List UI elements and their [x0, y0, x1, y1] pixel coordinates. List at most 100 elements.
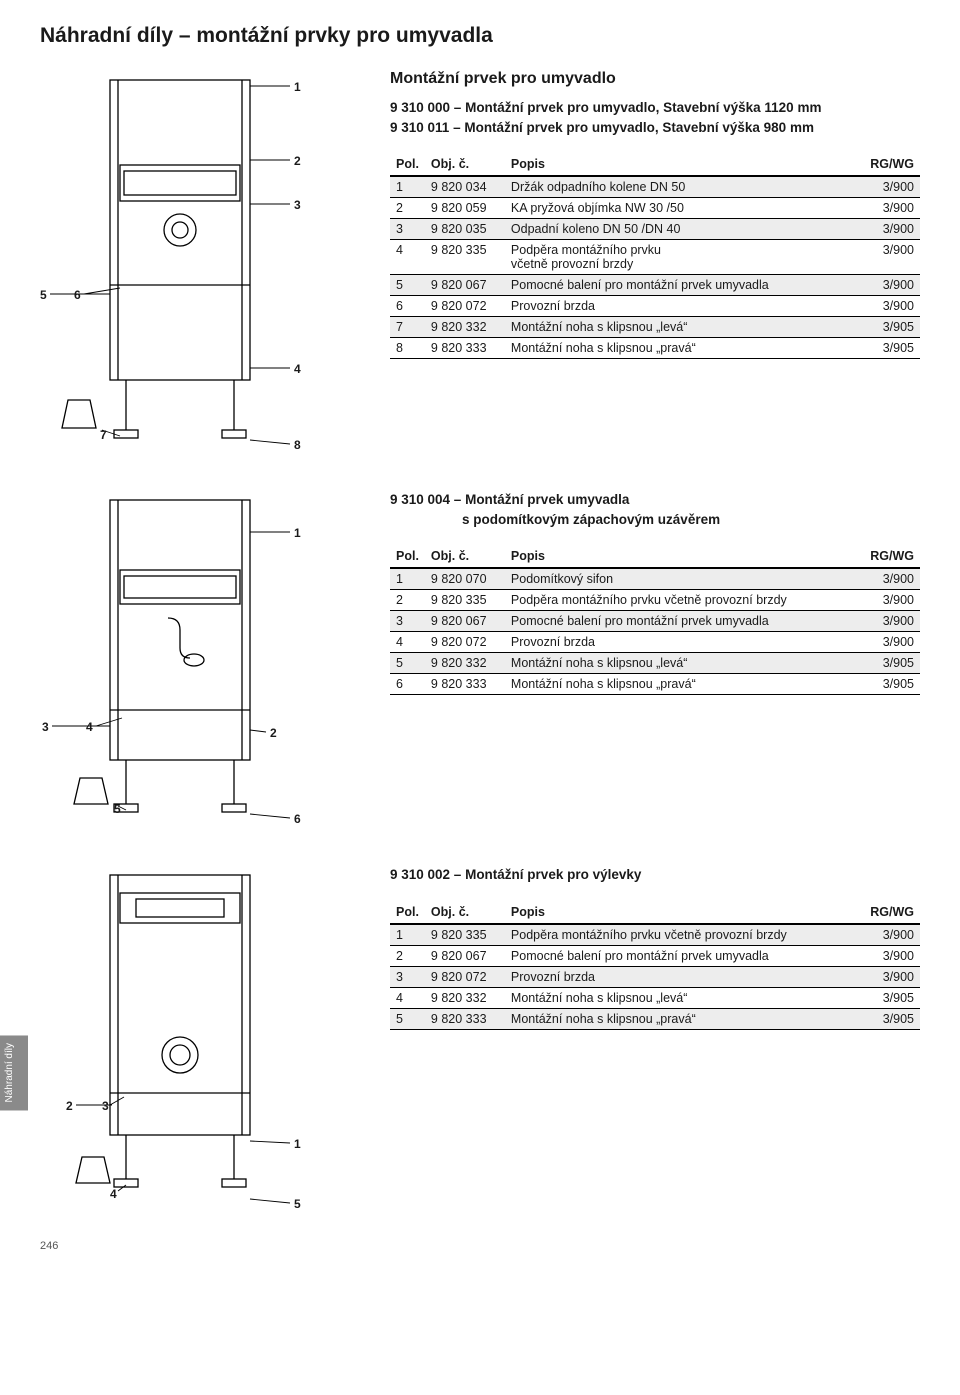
th-rg: RG/WG — [860, 545, 920, 568]
cell-obj: 9 820 067 — [425, 945, 505, 966]
table-row: 29 820 067Pomocné balení pro montážní pr… — [390, 945, 920, 966]
table-1: Pol. Obj. č. Popis RG/WG 19 820 034Držák… — [390, 153, 920, 359]
callout-3: 3 — [42, 720, 49, 734]
cell-pol: 1 — [390, 568, 425, 590]
cell-popis: Montážní noha s klipsnou „levá“ — [505, 653, 860, 674]
cell-pol: 6 — [390, 674, 425, 695]
cell-obj: 9 820 333 — [425, 338, 505, 359]
cell-obj: 9 820 070 — [425, 568, 505, 590]
cell-pol: 6 — [390, 296, 425, 317]
cell-pol: 2 — [390, 198, 425, 219]
cell-obj: 9 820 067 — [425, 275, 505, 296]
th-obj: Obj. č. — [425, 545, 505, 568]
cell-pol: 2 — [390, 590, 425, 611]
cell-rg: 3/900 — [860, 924, 920, 946]
cell-obj: 9 820 072 — [425, 966, 505, 987]
page-title: Náhradní díly – montážní prvky pro umyva… — [40, 24, 920, 48]
cell-popis: Odpadní koleno DN 50 /DN 40 — [505, 219, 860, 240]
cell-pol: 8 — [390, 338, 425, 359]
table-row: 19 820 070Podomítkový sifon3/900 — [390, 568, 920, 590]
cell-pol: 7 — [390, 317, 425, 338]
cell-rg: 3/905 — [860, 674, 920, 695]
page-number: 246 — [40, 1240, 920, 1252]
cell-popis: Montážní noha s klipsnou „levá“ — [505, 317, 860, 338]
cell-popis: Podomítkový sifon — [505, 568, 860, 590]
table-row: 29 820 059KA pryžová objímka NW 30 /503/… — [390, 198, 920, 219]
cell-pol: 1 — [390, 924, 425, 946]
th-rg: RG/WG — [860, 153, 920, 176]
cell-popis: Pomocné balení pro montážní prvek umyvad… — [505, 945, 860, 966]
section1-sub: 9 310 000 – Montážní prvek pro umyvadlo,… — [390, 98, 920, 137]
cell-rg: 3/900 — [860, 240, 920, 275]
cell-rg: 3/905 — [860, 987, 920, 1008]
table-row: 59 820 067Pomocné balení pro montážní pr… — [390, 275, 920, 296]
th-rg: RG/WG — [860, 901, 920, 924]
tbody-3: 19 820 335Podpěra montážního prvku včetn… — [390, 924, 920, 1030]
cell-popis: Pomocné balení pro montážní prvek umyvad… — [505, 611, 860, 632]
diagram-1: 12356478 — [40, 70, 340, 460]
table-row: 49 820 072Provozní brzda3/900 — [390, 632, 920, 653]
cell-pol: 3 — [390, 219, 425, 240]
cell-popis: Montážní noha s klipsnou „pravá“ — [505, 338, 860, 359]
cell-popis: KA pryžová objímka NW 30 /50 — [505, 198, 860, 219]
callout-2: 2 — [270, 726, 277, 740]
th-popis: Popis — [505, 545, 860, 568]
cell-popis: Podpěra montážního prvkuvčetně provozní … — [505, 240, 860, 275]
cell-rg: 3/900 — [860, 590, 920, 611]
table-row: 59 820 333Montážní noha s klipsnou „prav… — [390, 1008, 920, 1029]
th-popis: Popis — [505, 153, 860, 176]
table-row: 19 820 034Držák odpadního kolene DN 503/… — [390, 176, 920, 198]
cell-rg: 3/900 — [860, 611, 920, 632]
cell-obj: 9 820 335 — [425, 924, 505, 946]
callout-5: 5 — [114, 802, 121, 816]
cell-obj: 9 820 333 — [425, 1008, 505, 1029]
cell-popis: Montážní noha s klipsnou „pravá“ — [505, 674, 860, 695]
cell-rg: 3/900 — [860, 966, 920, 987]
section2-sub: 9 310 004 – Montážní prvek umyvadla s po… — [390, 490, 920, 529]
cell-pol: 2 — [390, 945, 425, 966]
cell-obj: 9 820 072 — [425, 296, 505, 317]
callout-5: 5 — [294, 1197, 301, 1211]
th-pol: Pol. — [390, 545, 425, 568]
th-obj: Obj. č. — [425, 901, 505, 924]
callout-6: 6 — [74, 288, 81, 302]
table-row: 59 820 332Montážní noha s klipsnou „levá… — [390, 653, 920, 674]
content-col-1: Montážní prvek pro umyvadlo 9 310 000 – … — [370, 70, 920, 359]
cell-rg: 3/900 — [860, 176, 920, 198]
cell-pol: 4 — [390, 632, 425, 653]
th-pol: Pol. — [390, 153, 425, 176]
cell-pol: 3 — [390, 611, 425, 632]
content-col-3: 9 310 002 – Montážní prvek pro výlevky P… — [370, 865, 920, 1030]
table-row: 29 820 335Podpěra montážního prvku včetn… — [390, 590, 920, 611]
callout-3: 3 — [102, 1099, 109, 1113]
callout-2: 2 — [66, 1099, 73, 1113]
diagram-col-2: 134256 — [40, 490, 370, 835]
diagram-2: 134256 — [40, 490, 340, 835]
diagram-col-3: 2 3 1 4 5 — [40, 865, 370, 1210]
cell-popis: Montážní noha s klipsnou „pravá“ — [505, 1008, 860, 1029]
schematic-1 — [40, 70, 300, 460]
callout-5: 5 — [40, 288, 47, 302]
table-row: 39 820 035Odpadní koleno DN 50 /DN 403/9… — [390, 219, 920, 240]
section3-sub1: 9 310 002 – Montážní prvek pro výlevky — [390, 865, 920, 885]
callout-4: 4 — [86, 720, 93, 734]
cell-pol: 5 — [390, 1008, 425, 1029]
cell-obj: 9 820 067 — [425, 611, 505, 632]
cell-pol: 4 — [390, 240, 425, 275]
callout-4: 4 — [110, 1187, 117, 1201]
cell-obj: 9 820 072 — [425, 632, 505, 653]
cell-rg: 3/900 — [860, 198, 920, 219]
cell-obj: 9 820 059 — [425, 198, 505, 219]
content-col-2: 9 310 004 – Montážní prvek umyvadla s po… — [370, 490, 920, 695]
table-row: 49 820 335Podpěra montážního prvkuvčetně… — [390, 240, 920, 275]
cell-popis: Držák odpadního kolene DN 50 — [505, 176, 860, 198]
cell-rg: 3/900 — [860, 219, 920, 240]
cell-popis: Montážní noha s klipsnou „levá“ — [505, 987, 860, 1008]
table-row: 69 820 072Provozní brzda3/900 — [390, 296, 920, 317]
cell-rg: 3/900 — [860, 945, 920, 966]
table-3: Pol. Obj. č. Popis RG/WG 19 820 335Podpě… — [390, 901, 920, 1030]
table-row: 79 820 332Montážní noha s klipsnou „levá… — [390, 317, 920, 338]
callout-1: 1 — [294, 1137, 301, 1151]
cell-rg: 3/905 — [860, 338, 920, 359]
cell-pol: 4 — [390, 987, 425, 1008]
